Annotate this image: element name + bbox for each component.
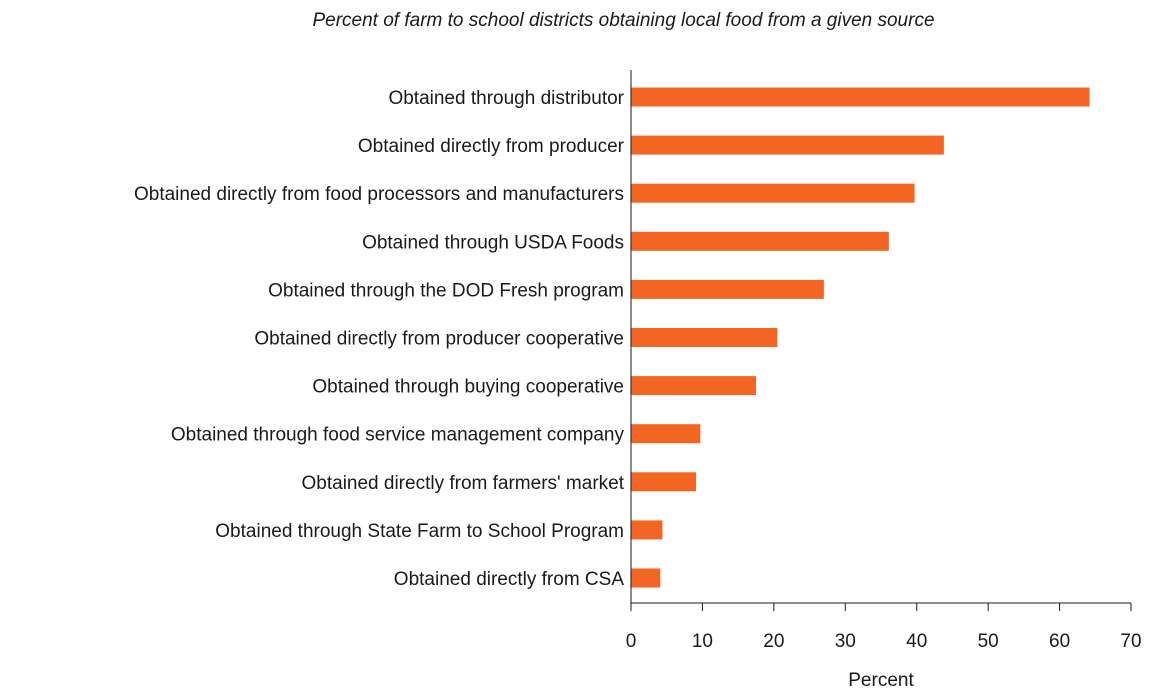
x-tick-label-20: 20 <box>763 631 784 652</box>
bar-1 <box>631 87 1090 107</box>
bars <box>631 87 1090 588</box>
category-label-7: Obtained through buying cooperative <box>312 377 624 398</box>
bar-6 <box>631 328 778 347</box>
x-tick-label-10: 10 <box>692 631 713 652</box>
category-label-9: Obtained directly from farmers' market <box>302 473 625 494</box>
bar-3 <box>631 183 915 203</box>
bar-10 <box>631 520 663 540</box>
bar-2 <box>631 135 944 155</box>
bar-5 <box>631 279 824 299</box>
x-tick-label-30: 30 <box>835 631 856 652</box>
bar-9 <box>631 472 696 492</box>
x-tick-label-0: 0 <box>626 631 637 652</box>
x-tick-label-70: 70 <box>1120 631 1141 652</box>
category-label-10: Obtained through State Farm to School Pr… <box>215 521 624 542</box>
chart-title: Percent of farm to school districts obta… <box>312 10 935 31</box>
category-label-1: Obtained through distributor <box>388 88 624 109</box>
category-label-11: Obtained directly from CSA <box>394 569 625 590</box>
x-tick-label-50: 50 <box>978 631 999 652</box>
x-tick-label-60: 60 <box>1049 631 1070 652</box>
bar-4 <box>631 231 889 251</box>
category-labels: Obtained through distributor Obtained dir… <box>134 88 625 590</box>
category-label-4: Obtained through USDA Foods <box>362 232 624 253</box>
bar-11 <box>631 568 661 588</box>
bar-7 <box>631 376 756 396</box>
x-axis-title: Percent <box>848 670 914 691</box>
category-label-8: Obtained through food service management… <box>171 425 625 446</box>
category-label-5: Obtained through the DOD Fresh program <box>268 280 624 301</box>
category-label-6: Obtained directly from producer cooperat… <box>254 329 624 350</box>
category-label-2: Obtained directly from producer <box>358 136 625 157</box>
category-label-3: Obtained directly from food processors a… <box>134 184 624 205</box>
bar-8 <box>631 424 701 444</box>
x-axis-ticks: 0 10 20 30 40 50 60 70 <box>626 603 1142 652</box>
x-tick-label-40: 40 <box>906 631 927 652</box>
